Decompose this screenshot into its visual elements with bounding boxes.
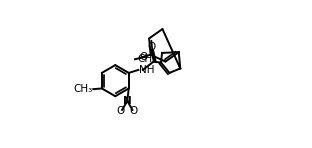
Text: O: O [148,42,156,52]
Text: O: O [130,106,138,116]
Text: O: O [116,106,125,116]
Text: CH₃: CH₃ [73,84,93,94]
Text: O: O [139,52,147,62]
Text: NH: NH [139,65,155,75]
Text: CH₃: CH₃ [138,54,157,63]
Text: N: N [123,96,132,106]
